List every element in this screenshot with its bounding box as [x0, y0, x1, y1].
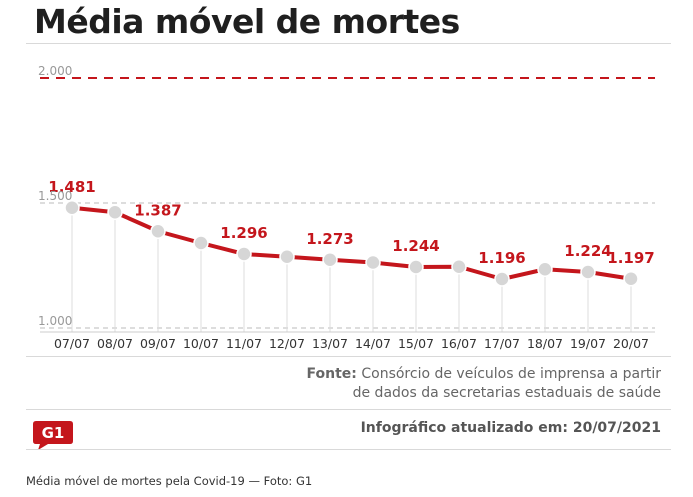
data-label: 1.481 [48, 178, 95, 196]
x-tick-label: 14/07 [355, 336, 391, 351]
data-point [279, 249, 295, 265]
data-point [365, 254, 381, 271]
bottom-divider [26, 449, 671, 450]
x-tick-label: 13/07 [312, 336, 348, 351]
data-point [537, 261, 553, 277]
image-caption: Média móvel de mortes pela Covid-19 — Fo… [26, 474, 313, 488]
g1-logo-text: G1 [42, 424, 65, 442]
x-tick-label: 17/07 [484, 336, 520, 351]
y-tick-label: 2.000 [38, 64, 72, 78]
data-point [107, 204, 123, 220]
x-tick-label: 07/07 [54, 336, 90, 351]
x-tick-label: 15/07 [398, 336, 434, 351]
x-tick-label: 12/07 [269, 336, 305, 351]
g1-logo: G1 [33, 421, 73, 450]
source-text-1: Consórcio de veículos de imprensa a part… [361, 366, 661, 382]
x-tick-label: 20/07 [613, 336, 649, 351]
data-point [494, 271, 510, 287]
data-label: 1.196 [478, 249, 525, 267]
data-point [236, 246, 252, 262]
data-label: 1.273 [306, 230, 353, 248]
data-point [193, 235, 209, 251]
data-label: 1.224 [564, 242, 611, 260]
source-line-1: Fonte: Consórcio de veículos de imprensa… [241, 366, 661, 382]
x-tick-label: 11/07 [226, 336, 262, 351]
data-point [451, 259, 467, 275]
footer-divider [26, 409, 671, 410]
x-tick-label: 08/07 [97, 336, 133, 351]
data-label: 1.197 [607, 249, 654, 267]
chart-divider [26, 356, 671, 357]
x-tick-label: 09/07 [140, 336, 176, 351]
data-point [322, 252, 338, 268]
x-tick-label: 10/07 [183, 336, 219, 351]
line-chart: 1.481 1.387 1.296 1.273 1.244 1.196 1.2241.197… [38, 64, 655, 351]
data-point [408, 259, 424, 275]
source-label: Fonte: [306, 366, 357, 382]
title-divider [26, 43, 671, 44]
data-point [580, 264, 596, 280]
data-point [150, 223, 166, 239]
data-point [64, 200, 80, 216]
x-tick-label: 16/07 [441, 336, 477, 351]
data-point [623, 271, 639, 287]
source-line-2: de dados da secretarias estaduais de saú… [352, 385, 661, 401]
x-tick-label: 18/07 [527, 336, 563, 351]
data-label: 1.244 [392, 237, 439, 255]
x-tick-label: 19/07 [570, 336, 606, 351]
data-label: 1.387 [134, 201, 181, 219]
y-tick-label: 1.500 [38, 189, 72, 203]
updated-date: Infográfico atualizado em: 20/07/2021 [360, 420, 661, 436]
data-label: 1.296 [220, 224, 267, 242]
y-tick-label: 1.000 [38, 314, 72, 328]
page-title: Média móvel de mortes [34, 2, 460, 41]
